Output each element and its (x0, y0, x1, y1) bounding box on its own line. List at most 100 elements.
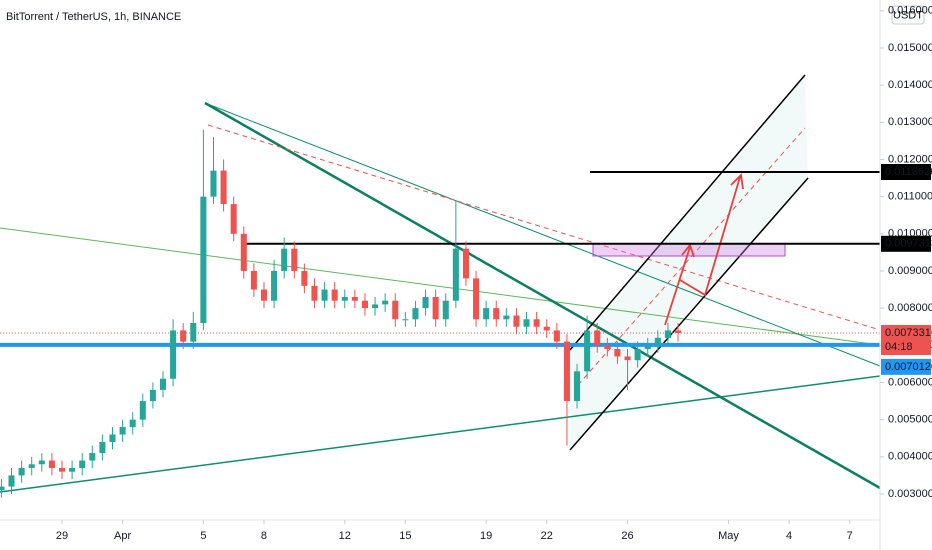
candle-body (220, 170, 227, 205)
candle-body (513, 315, 520, 327)
level-label: 0.0116626 (885, 166, 932, 178)
trend-line (0, 227, 881, 346)
candle-body (341, 296, 348, 301)
candle-body (260, 289, 268, 301)
x-tick-label: 26 (621, 530, 633, 542)
candle-body (604, 345, 611, 350)
x-tick-label: 5 (200, 530, 206, 542)
candle-body (664, 330, 671, 338)
countdown-label: 04:18 (885, 341, 913, 353)
candle-body (99, 441, 106, 454)
candle-body (301, 270, 308, 286)
candle-body (412, 308, 419, 320)
candle-body (473, 278, 480, 320)
last-price-box (881, 324, 931, 355)
candle-body (250, 270, 257, 290)
dashed-line (207, 124, 881, 331)
arrows (664, 173, 744, 326)
x-tick-label: 12 (339, 530, 351, 542)
candle-body (351, 296, 358, 301)
candle-body (533, 319, 540, 327)
chart-title: BitTorrent / TetherUS, 1h, BINANCE (6, 11, 181, 23)
currency-button[interactable] (891, 5, 925, 25)
candle-body (563, 341, 570, 402)
candle-body (462, 248, 469, 279)
candle-body (634, 349, 641, 361)
candle-body (89, 453, 96, 461)
candle-body (8, 475, 15, 487)
candle-body (0, 486, 5, 491)
candle-body (170, 330, 177, 379)
candle-body (624, 356, 631, 361)
candle-body (331, 289, 338, 301)
candle-body (58, 467, 66, 472)
candle-body (190, 323, 197, 342)
candle-body (230, 204, 237, 234)
candle-body (271, 270, 278, 301)
level-label-box (881, 358, 931, 375)
candle-body (79, 460, 86, 468)
candle-body (553, 330, 560, 342)
x-tick-label: 19 (480, 530, 492, 542)
candle-body (240, 233, 247, 271)
candle-body (543, 326, 550, 331)
x-tick-label: 15 (399, 530, 411, 542)
candle-body (432, 296, 439, 320)
x-tick-label: Apr (114, 530, 131, 542)
trend-line (204, 102, 881, 367)
candle-body (149, 389, 156, 402)
candle-body (584, 330, 591, 372)
candle-body (159, 378, 167, 390)
drawings (0, 74, 881, 493)
channel-line (569, 177, 809, 451)
trend-line (204, 101, 881, 490)
candle-body (28, 464, 35, 468)
level-label: 0.0070120 (885, 361, 932, 373)
candle-body (119, 427, 126, 435)
candle-body (503, 315, 510, 320)
trend-line (0, 375, 881, 493)
candle-body (210, 170, 217, 197)
x-tick-label: 22 (541, 530, 553, 542)
candle-body (674, 330, 682, 333)
currency-label[interactable]: USDT (893, 9, 923, 21)
candle-body (48, 460, 55, 468)
candle-body (442, 300, 449, 320)
x-tick-label: 8 (261, 530, 267, 542)
candle-body (361, 300, 368, 309)
x-tick-label: 7 (847, 530, 853, 542)
candle-body (422, 296, 429, 309)
candle-body (321, 289, 328, 301)
candle-body (311, 285, 318, 301)
x-tick-label: 29 (56, 530, 68, 542)
candle-body (654, 337, 661, 346)
candle-body (69, 467, 76, 472)
candle-body (523, 319, 530, 327)
candle-body (38, 460, 45, 465)
candle-body (180, 330, 187, 342)
level-label: 0.0097313 (885, 238, 932, 250)
candle-body (574, 371, 581, 402)
candle-body (594, 330, 601, 346)
candle-body (452, 248, 459, 301)
x-tick-label: May (718, 530, 739, 542)
channel-fill (570, 75, 808, 450)
candle-body (18, 467, 25, 476)
candle-body (644, 345, 651, 350)
channel-line (569, 74, 806, 351)
candle-body (372, 304, 379, 309)
candle-body (109, 434, 116, 442)
candle-body (483, 308, 490, 320)
level-label-box (881, 235, 931, 252)
candle-body (200, 196, 207, 324)
candle-body (382, 300, 389, 305)
candle-body (281, 248, 288, 271)
